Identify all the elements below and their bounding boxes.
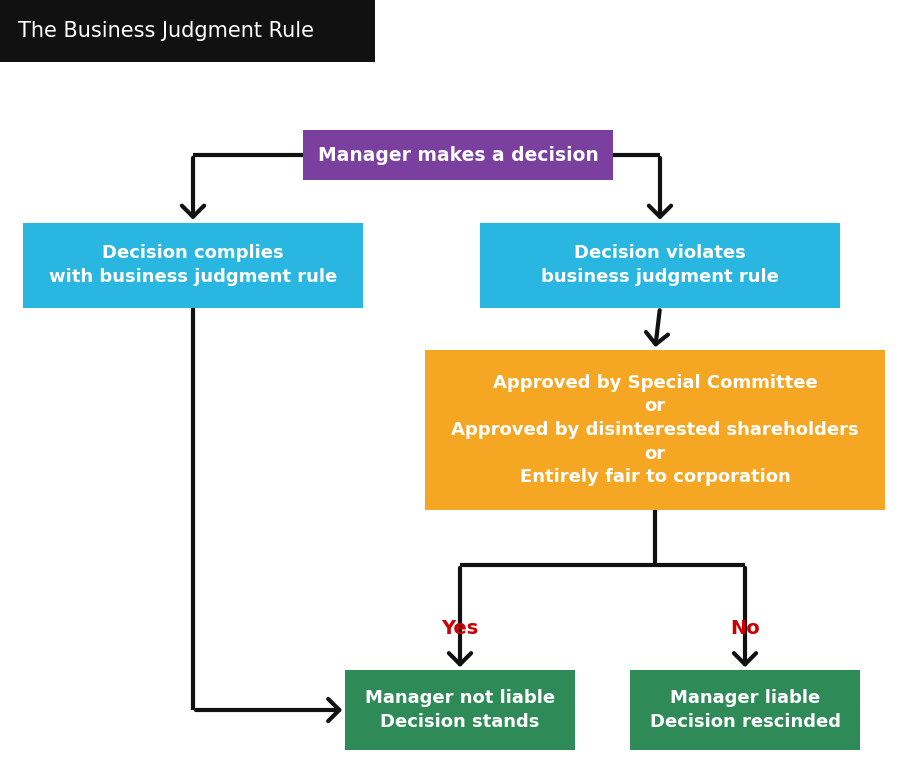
Text: Approved by Special Committee
or
Approved by disinterested shareholders
or
Entir: Approved by Special Committee or Approve…	[451, 374, 859, 487]
Text: The Business Judgment Rule: The Business Judgment Rule	[18, 21, 314, 41]
Text: Manager liable
Decision rescinded: Manager liable Decision rescinded	[649, 689, 841, 731]
FancyBboxPatch shape	[425, 350, 885, 510]
Text: Yes: Yes	[441, 618, 479, 637]
FancyBboxPatch shape	[0, 0, 375, 62]
Text: Manager not liable
Decision stands: Manager not liable Decision stands	[365, 689, 555, 731]
Text: Manager makes a decision: Manager makes a decision	[317, 145, 599, 164]
FancyBboxPatch shape	[345, 670, 575, 750]
Text: No: No	[730, 618, 760, 637]
FancyBboxPatch shape	[630, 670, 860, 750]
FancyBboxPatch shape	[23, 223, 363, 308]
FancyBboxPatch shape	[303, 130, 613, 180]
Text: Decision complies
with business judgment rule: Decision complies with business judgment…	[49, 244, 337, 286]
FancyBboxPatch shape	[480, 223, 840, 308]
Text: Decision violates
business judgment rule: Decision violates business judgment rule	[541, 244, 779, 286]
